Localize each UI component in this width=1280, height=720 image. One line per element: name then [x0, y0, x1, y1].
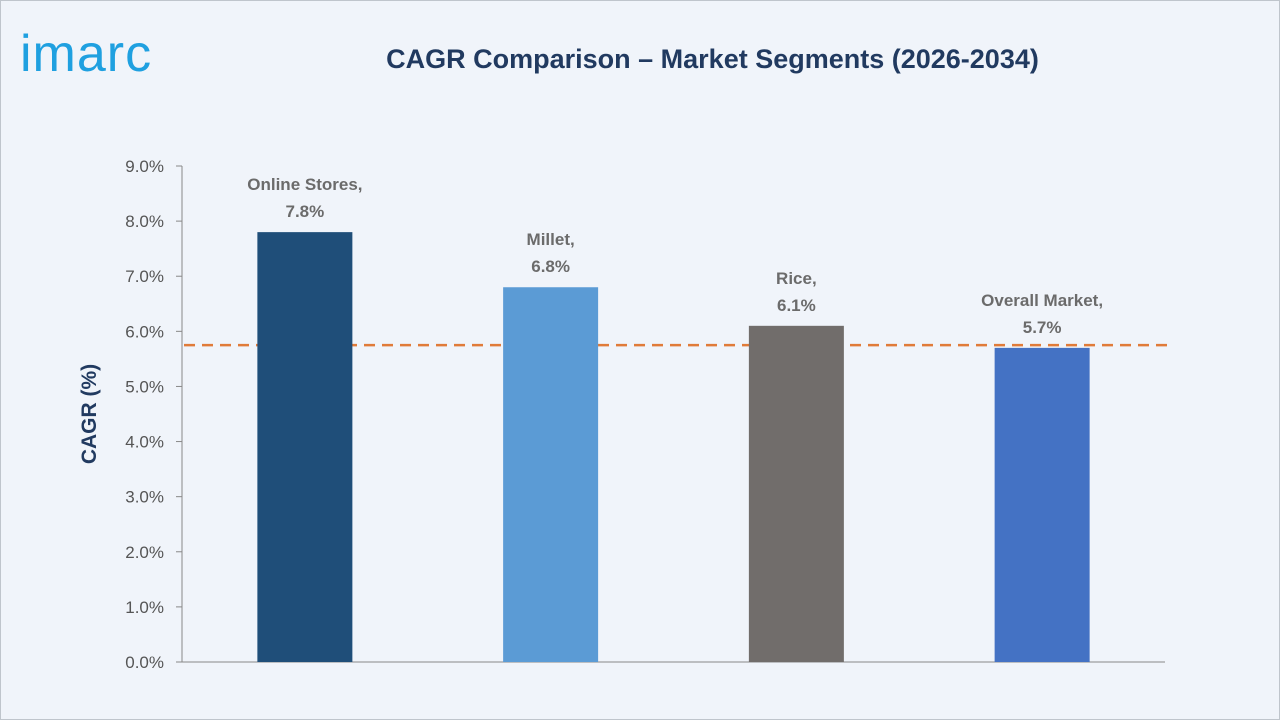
y-tick-label: 6.0% — [125, 322, 164, 341]
data-label-value: 6.1% — [777, 296, 816, 315]
bar — [748, 325, 844, 662]
chart-title: CAGR Comparison – Market Segments (2026-… — [386, 44, 1039, 74]
bar — [994, 347, 1090, 662]
data-label-category: Millet, — [527, 230, 575, 249]
y-tick-label: 9.0% — [125, 157, 164, 176]
data-label-category: Online Stores, — [247, 175, 362, 194]
data-label-category: Overall Market, — [981, 291, 1103, 310]
bar — [503, 287, 599, 662]
y-tick-label: 1.0% — [125, 598, 164, 617]
data-label-value: 5.7% — [1023, 318, 1062, 337]
y-tick-label: 4.0% — [125, 433, 164, 452]
y-tick-label: 7.0% — [125, 267, 164, 286]
y-tick-label: 0.0% — [125, 653, 164, 672]
y-tick-label: 2.0% — [125, 543, 164, 562]
data-label-value: 6.8% — [531, 257, 570, 276]
imarc-logo: imarc — [20, 25, 153, 83]
bar — [257, 232, 353, 662]
y-tick-label: 5.0% — [125, 377, 164, 396]
y-tick-label: 3.0% — [125, 488, 164, 507]
y-tick-label: 8.0% — [125, 212, 164, 231]
data-label-value: 7.8% — [286, 202, 325, 221]
y-axis-title: CAGR (%) — [78, 364, 101, 464]
data-label-category: Rice, — [776, 269, 817, 288]
